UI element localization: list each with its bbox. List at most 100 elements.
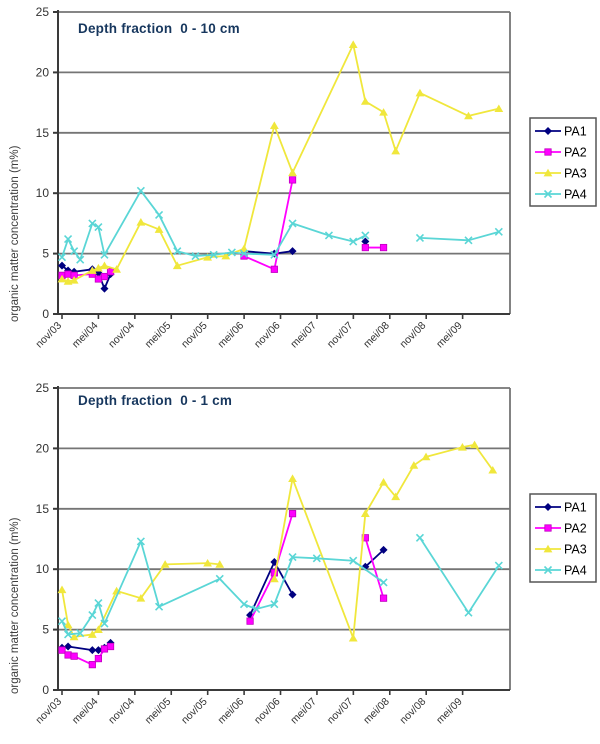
legend-box — [529, 493, 597, 583]
marker-square — [270, 265, 278, 273]
y-tick-label: 10 — [36, 186, 50, 200]
series-line-pa4 — [61, 540, 385, 636]
marker-x — [415, 233, 425, 242]
x-tick-label: nov/04 — [106, 320, 137, 351]
x-tick-label: mei/06 — [215, 320, 246, 351]
x-tick-label: mei/08 — [361, 696, 392, 727]
marker-triangle — [239, 244, 249, 253]
marker-square — [544, 148, 552, 156]
legend-label: PA1 — [564, 125, 587, 139]
marker-x — [88, 219, 97, 228]
marker-x — [100, 250, 109, 259]
marker-x — [209, 250, 218, 259]
marker-x — [76, 629, 85, 638]
y-tick-label: 10 — [36, 562, 50, 576]
series-line-pa2 — [364, 537, 385, 599]
legend: PA1 PA2 PA3 PA4 — [529, 117, 597, 207]
legend-entry-pa3: PA3 — [535, 543, 587, 557]
x-tick-label: nov/03 — [33, 320, 64, 351]
legend-box — [529, 117, 597, 207]
x-tick-label: nov/03 — [33, 696, 64, 727]
marker-x — [324, 231, 334, 240]
plot-area-top: 0 5 10 15 20 25 nov/03 mei/04 nov/04 mei/05 nov/05… — [33, 5, 597, 351]
y-tick-label: 5 — [42, 623, 49, 637]
marker-triangle — [94, 625, 103, 633]
marker-triangle — [415, 88, 425, 97]
marker-x — [239, 249, 249, 258]
marker-triangle — [348, 40, 358, 49]
marker-square — [64, 270, 72, 278]
marker-square — [361, 243, 369, 252]
marker-diamond — [64, 642, 73, 651]
marker-x — [379, 578, 388, 587]
marker-x — [361, 231, 370, 240]
x-tick-label: nov/08 — [398, 320, 429, 351]
marker-square — [100, 645, 109, 653]
x-tick-label: nov/07 — [325, 320, 356, 351]
marker-triangle — [379, 478, 388, 486]
marker-x — [191, 251, 200, 261]
marker-x — [88, 611, 97, 620]
marker-x — [270, 600, 279, 609]
legend-label: PA2 — [564, 146, 587, 160]
series-line-pa3 — [273, 443, 494, 639]
marker-triangle — [464, 111, 473, 120]
marker-x — [288, 219, 297, 228]
marker-x — [227, 248, 236, 257]
marker-triangle — [391, 492, 401, 501]
marker-square — [64, 651, 72, 659]
marker-triangle — [488, 465, 498, 474]
marker-x — [64, 630, 73, 639]
marker-triangle — [543, 544, 553, 553]
marker-x — [155, 210, 164, 220]
legend-entry-pa2: PA2 — [535, 522, 587, 536]
marker-triangle — [269, 574, 279, 583]
series-pa4 — [57, 533, 503, 639]
marker-x — [543, 565, 553, 575]
legend-label: PA2 — [564, 522, 587, 536]
marker-square — [88, 661, 96, 669]
y-axis-title-top: organic matter concentration (m%) — [9, 145, 21, 322]
marker-x — [94, 222, 103, 232]
x-tick-label: mei/09 — [434, 320, 465, 351]
marker-triangle — [63, 620, 73, 629]
chart-top-0-10cm: 0 5 10 15 20 25 nov/03 mei/04 nov/04 mei/05 nov/05… — [9, 5, 597, 351]
marker-diamond — [88, 646, 97, 655]
y-tick-label: 20 — [36, 441, 50, 455]
marker-x — [155, 602, 164, 611]
chart-title-bottom: Depth fraction 0 - 1 cm — [78, 393, 233, 408]
x-tick-label: nov/05 — [179, 696, 210, 727]
x-tick-label: mei/04 — [70, 696, 101, 727]
marker-x — [464, 236, 473, 245]
marker-square — [379, 594, 388, 602]
marker-diamond — [270, 557, 279, 566]
series-pa3 — [57, 440, 498, 642]
marker-triangle — [470, 440, 479, 449]
marker-x — [270, 250, 279, 259]
y-tick-label: 15 — [36, 502, 50, 516]
marker-square — [246, 617, 254, 625]
marker-diamond — [379, 545, 388, 554]
marker-triangle — [87, 266, 97, 274]
y-axis-title-bottom: organic matter concentration (m%) — [9, 517, 21, 694]
x-tick-label: nov/04 — [106, 696, 137, 727]
marker-triangle — [288, 474, 297, 482]
x-tick-label: mei/06 — [215, 696, 246, 727]
marker-x — [100, 619, 109, 628]
legend-label: PA1 — [564, 501, 587, 515]
marker-square — [94, 654, 103, 663]
legend-entry-pa4: PA4 — [535, 564, 587, 578]
marker-triangle — [136, 217, 146, 226]
plot-area-bottom: 0 5 10 15 20 25 nov/03 mei/04 nov/04 mei/05 nov/05… — [33, 381, 597, 727]
marker-x — [349, 556, 358, 565]
series-line-pa1 — [364, 549, 385, 568]
marker-diamond — [58, 261, 66, 270]
marker-triangle — [136, 593, 146, 602]
marker-triangle — [288, 168, 297, 177]
marker-triangle — [203, 558, 213, 567]
marker-x — [312, 554, 321, 563]
marker-triangle — [203, 253, 213, 261]
series-pa2 — [58, 510, 388, 669]
y-tick-label: 0 — [42, 683, 49, 697]
marker-square — [58, 646, 66, 654]
